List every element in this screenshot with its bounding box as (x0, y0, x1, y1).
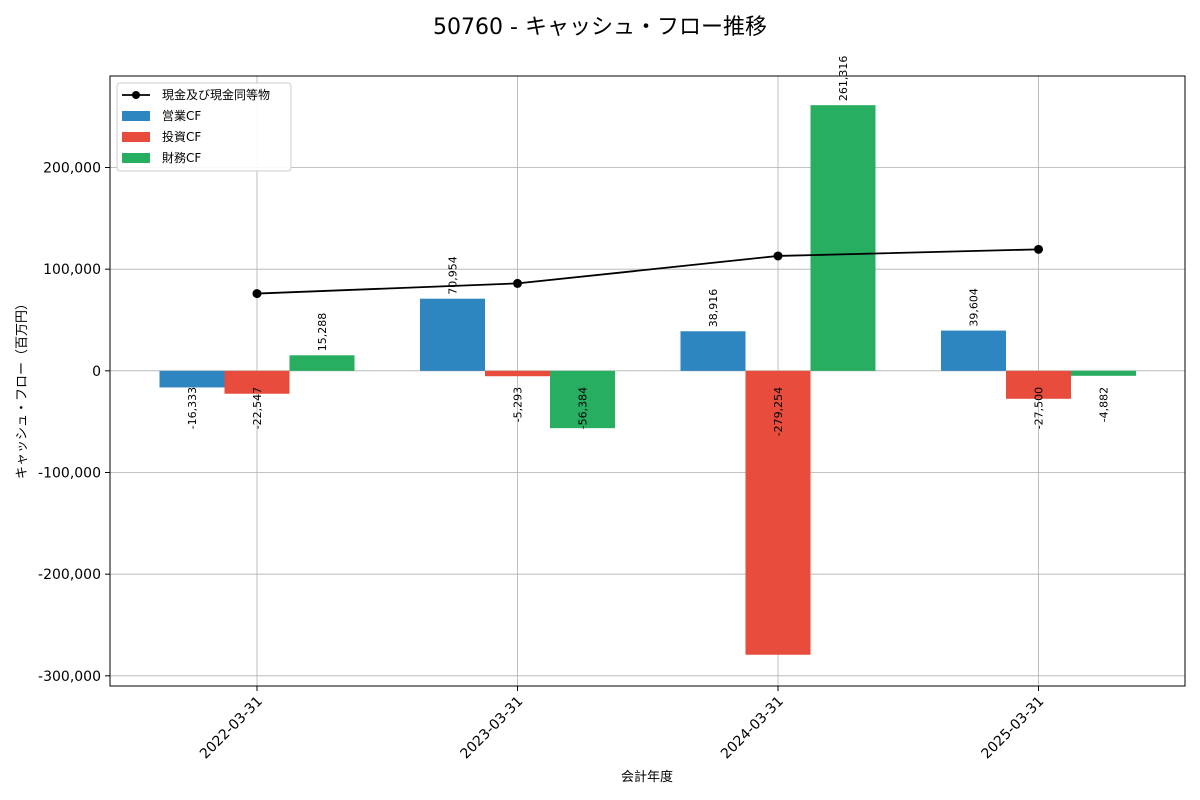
bar (745, 370, 811, 655)
bar-value-label: 38,916 (707, 289, 720, 328)
legend-swatch (122, 132, 150, 142)
bar (224, 370, 290, 394)
bar-value-label: -56,384 (577, 387, 590, 429)
y-axis-ticks: -300,000 -200,000 -100,000 0 100,000 200,000 (38, 161, 110, 685)
x-axis-label: 会計年度 (621, 769, 673, 785)
x-tick-label: 2023-03-31 (457, 694, 526, 763)
y-tick-label: 200,000 (43, 161, 101, 177)
bar (159, 370, 225, 388)
bar (1006, 370, 1071, 399)
bar-value-label: 70,954 (447, 256, 460, 295)
y-tick-label: 0 (92, 364, 101, 380)
legend-label: 財務CF (162, 150, 201, 165)
bar-series (159, 105, 1136, 655)
y-tick-label: -100,000 (38, 466, 101, 482)
bar-value-label: -22,547 (251, 387, 264, 429)
legend-label: 営業CF (162, 109, 201, 123)
bar-value-label: -4,882 (1098, 387, 1111, 422)
y-tick-label: 100,000 (43, 262, 101, 278)
bar-value-label: -279,254 (772, 387, 785, 436)
cash-point (1034, 244, 1043, 254)
cash-point (252, 289, 262, 299)
legend-box (116, 82, 292, 172)
legend-swatch (122, 153, 150, 163)
bar (1071, 370, 1136, 376)
cash-line (256, 248, 1039, 295)
y-tick-label: -300,000 (38, 669, 101, 685)
bar (289, 355, 355, 371)
bar (550, 370, 615, 429)
bar-value-label: 261,316 (837, 56, 850, 102)
cash-line-series (252, 244, 1043, 299)
x-tick-label: 2022-03-31 (197, 694, 266, 763)
bar (420, 298, 485, 371)
bar-value-label: -16,333 (186, 387, 199, 429)
legend-marker (132, 91, 140, 99)
legend-label: 現金及び現金同等物 (162, 87, 270, 102)
y-tick-label: -200,000 (38, 567, 101, 583)
bar (810, 105, 876, 371)
x-tick-label: 2024-03-31 (718, 694, 787, 763)
bar-value-label: -27,500 (1033, 387, 1046, 429)
cash-point (773, 251, 783, 261)
x-axis-ticks: 2022-03-31 2023-03-31 2024-03-31 2025-03-31 (197, 686, 1047, 762)
bar-value-label: 15,288 (316, 313, 329, 352)
bar (941, 330, 1006, 371)
legend-label: 投資CF (162, 129, 201, 144)
y-axis-label: キャッシュ・フロー（百万円） (15, 297, 30, 479)
plot-frame (109, 75, 1186, 687)
chart-title: 50760 - キャッシュ・フロー推移 (433, 15, 767, 40)
bar (485, 370, 550, 377)
bar-data-labels: -16,333 70,954 38,916 39,604 -22,547 -5,293 -2… (186, 56, 1111, 437)
x-tick-label: 2025-03-31 (978, 694, 1047, 763)
bar-value-label: -5,293 (512, 387, 525, 422)
legend-swatch (122, 111, 150, 121)
bar (680, 331, 746, 371)
bar-value-label: 39,604 (968, 288, 981, 327)
cash-point (513, 278, 522, 288)
